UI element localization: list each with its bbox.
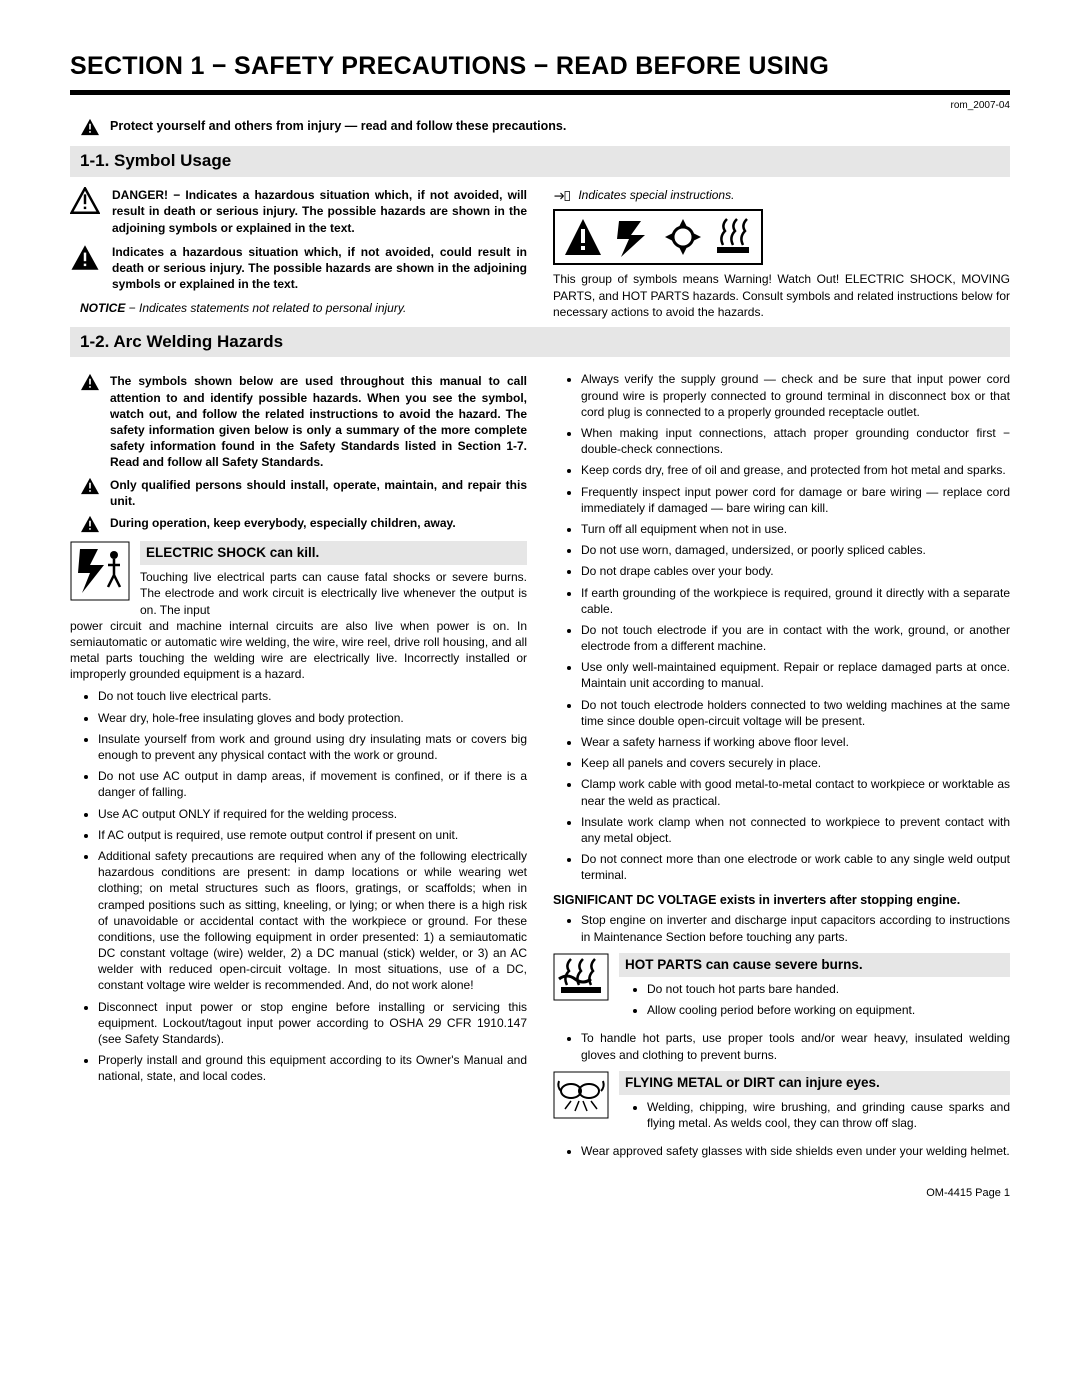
list-item: To handle hot parts, use proper tools an… — [581, 1030, 1010, 1062]
sg-hot-parts-icon — [711, 215, 755, 259]
list-item: Keep all panels and covers securely in p… — [581, 755, 1010, 771]
warning-row: Indicates a hazardous situation which, i… — [70, 244, 527, 293]
danger-row: DANGER! − Indicates a hazardous situatio… — [70, 187, 527, 236]
flying-metal-icon — [553, 1071, 609, 1119]
intro-warning-row: Protect yourself and others from injury … — [80, 118, 1010, 136]
warning-triangle-solid-icon — [70, 244, 100, 271]
pointer-icon — [553, 190, 571, 202]
list-item: Do not use worn, damaged, undersized, or… — [581, 542, 1010, 558]
danger-text: DANGER! − Indicates a hazardous situatio… — [112, 187, 527, 236]
list-item: Always verify the supply ground — check … — [581, 371, 1010, 420]
list-item: Additional safety precautions are requir… — [98, 848, 527, 994]
subheading-1-1: 1-1. Symbol Usage — [70, 146, 1010, 177]
warning-icon-n3 — [80, 515, 100, 533]
list-item: Do not touch electrode if you are in con… — [581, 622, 1010, 654]
danger-triangle-icon — [70, 187, 100, 214]
hot-parts-block: HOT PARTS can cause severe burns. Do not… — [553, 953, 1010, 1027]
qualified-persons-note: Only qualified persons should install, o… — [80, 477, 527, 509]
col-left-1-2: The symbols shown below are used through… — [70, 367, 527, 1167]
electric-shock-icon — [70, 541, 130, 601]
special-instructions-row: Indicates special instructions. — [553, 187, 1010, 203]
flying-metal-bullets-a: Welding, chipping, wire brushing, and gr… — [619, 1099, 1010, 1131]
doc-revision: rom_2007-04 — [70, 99, 1010, 113]
list-item: Wear approved safety glasses with side s… — [581, 1143, 1010, 1159]
list-item: If AC output is required, use remote out… — [98, 827, 527, 843]
qualified-persons-text: Only qualified persons should install, o… — [110, 477, 527, 509]
list-item: Do not connect more than one electrode o… — [581, 851, 1010, 883]
section-1-2-columns: The symbols shown below are used through… — [70, 367, 1010, 1167]
hot-parts-title: HOT PARTS can cause severe burns. — [619, 953, 1010, 977]
list-item: Wear dry, hole-free insulating gloves an… — [98, 710, 527, 726]
warning-icon-n2 — [80, 477, 100, 495]
list-item: Properly install and ground this equipme… — [98, 1052, 527, 1084]
list-item: Welding, chipping, wire brushing, and gr… — [647, 1099, 1010, 1131]
sg-warning-icon — [561, 215, 605, 259]
keep-away-note: During operation, keep everybody, especi… — [80, 515, 527, 533]
page-footer: OM-4415 Page 1 — [70, 1186, 1010, 1201]
heavy-rule — [70, 90, 1010, 95]
electric-shock-lead-cont: power circuit and machine internal circu… — [70, 618, 527, 683]
dc-voltage-bullets: Stop engine on inverter and discharge in… — [553, 912, 1010, 944]
notice-text: − Indicates statements not related to pe… — [125, 301, 406, 315]
electric-shock-title: ELECTRIC SHOCK can kill. — [140, 541, 527, 565]
list-item: Use AC output ONLY if required for the w… — [98, 806, 527, 822]
list-item: Do not drape cables over your body. — [581, 563, 1010, 579]
list-item: If earth grounding of the workpiece is r… — [581, 585, 1010, 617]
warning-text: Indicates a hazardous situation which, i… — [112, 244, 527, 293]
notice-label: NOTICE — [80, 301, 125, 315]
list-item: Do not touch hot parts bare handed. — [647, 981, 1010, 997]
list-item: Allow cooling period before working on e… — [647, 1002, 1010, 1018]
notice-line: NOTICE − Indicates statements not relate… — [80, 300, 527, 316]
subheading-1-2: 1-2. Arc Welding Hazards — [70, 327, 1010, 358]
intro-warning-text: Protect yourself and others from injury … — [110, 118, 566, 135]
warning-icon-n1 — [80, 373, 100, 391]
sg-moving-parts-icon — [661, 215, 705, 259]
list-item: Do not use AC output in damp areas, if m… — [98, 768, 527, 800]
list-item: Turn off all equipment when not in use. — [581, 521, 1010, 537]
col-left-1-1: DANGER! − Indicates a hazardous situatio… — [70, 187, 527, 320]
electric-shock-bullets-right: Always verify the supply ground — check … — [553, 371, 1010, 883]
list-item: Do not touch live electrical parts. — [98, 688, 527, 704]
col-right-1-2: Always verify the supply ground — check … — [553, 367, 1010, 1167]
dc-voltage-title: SIGNIFICANT DC VOLTAGE exists in inverte… — [553, 892, 1010, 909]
hot-parts-bullets-b: To handle hot parts, use proper tools an… — [553, 1030, 1010, 1062]
special-instructions-text: Indicates special instructions. — [578, 188, 734, 202]
list-item: Clamp work cable with good metal-to-meta… — [581, 776, 1010, 808]
list-item: When making input connections, attach pr… — [581, 425, 1010, 457]
sg-shock-icon — [611, 215, 655, 259]
hazard-intro-text: The symbols shown below are used through… — [110, 373, 527, 470]
hazard-intro-note: The symbols shown below are used through… — [80, 373, 527, 470]
electric-shock-block: ELECTRIC SHOCK can kill. Touching live e… — [70, 541, 527, 1085]
section-1-1-columns: DANGER! − Indicates a hazardous situatio… — [70, 187, 1010, 320]
symbol-group-caption: This group of symbols means Warning! Wat… — [553, 271, 1010, 320]
col-right-1-1: Indicates special instructions. This gro… — [553, 187, 1010, 320]
flying-metal-block: FLYING METAL or DIRT can injure eyes. We… — [553, 1071, 1010, 1140]
list-item: Wear a safety harness if working above f… — [581, 734, 1010, 750]
list-item: Insulate work clamp when not connected t… — [581, 814, 1010, 846]
hot-parts-icon — [553, 953, 609, 1001]
list-item: Do not touch electrode holders connected… — [581, 697, 1010, 729]
electric-shock-bullets-left: Do not touch live electrical parts. Wear … — [70, 688, 527, 1084]
flying-metal-title: FLYING METAL or DIRT can injure eyes. — [619, 1071, 1010, 1095]
list-item: Insulate yourself from work and ground u… — [98, 731, 527, 763]
symbol-group-box — [553, 209, 763, 265]
list-item: Keep cords dry, free of oil and grease, … — [581, 462, 1010, 478]
list-item: Frequently inspect input power cord for … — [581, 484, 1010, 516]
list-item: Stop engine on inverter and discharge in… — [581, 912, 1010, 944]
electric-shock-lead: Touching live electrical parts can cause… — [140, 569, 527, 618]
keep-away-text: During operation, keep everybody, especi… — [110, 515, 527, 531]
list-item: Disconnect input power or stop engine be… — [98, 999, 527, 1048]
section-title: SECTION 1 − SAFETY PRECAUTIONS − READ BE… — [70, 50, 1010, 90]
flying-metal-bullets-b: Wear approved safety glasses with side s… — [553, 1143, 1010, 1159]
list-item: Use only well-maintained equipment. Repa… — [581, 659, 1010, 691]
warning-triangle-icon — [80, 118, 100, 136]
hot-parts-bullets-a: Do not touch hot parts bare handed. Allow… — [619, 981, 1010, 1018]
